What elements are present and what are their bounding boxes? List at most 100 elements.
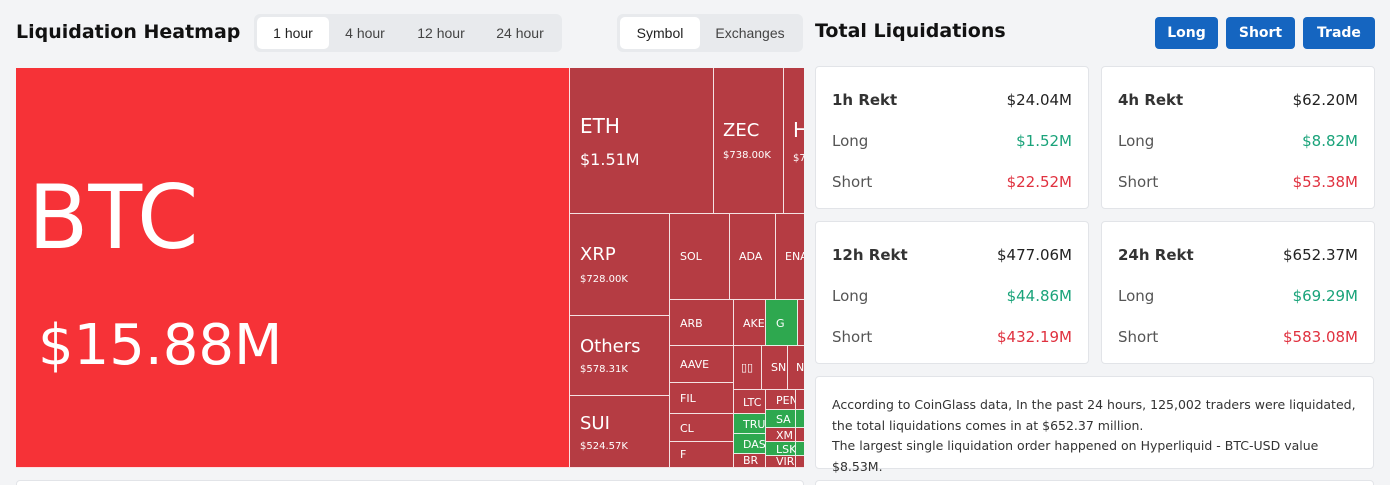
heatmap-cell-tru[interactable]: TRU (734, 414, 766, 434)
long-button[interactable]: Long (1155, 17, 1218, 49)
heatmap-cell-cl[interactable]: CL (670, 414, 734, 442)
timeframe-selector: 1 hour 4 hour 12 hour 24 hour (254, 14, 562, 52)
cell-value: $578.31K (580, 364, 628, 375)
short-value: $53.38M (1292, 173, 1358, 191)
liquidation-heatmap: BTC $15.88M ETH $1.51M ZEC $738.00K H $7… (16, 68, 804, 468)
cell-symbol: TRU (743, 418, 766, 431)
long-label: Long (832, 287, 869, 305)
tab-24-hour[interactable]: 24 hour (496, 25, 544, 41)
heatmap-cell-f[interactable]: F (670, 442, 734, 468)
heatmap-cell-br[interactable]: BR (734, 454, 766, 468)
cell-symbol: H (793, 118, 804, 142)
cell-symbol: LTC (743, 396, 762, 409)
heatmap-cell-xm[interactable]: XM (766, 428, 796, 442)
cell-symbol: AKE (743, 317, 765, 330)
heatmap-cell-misc[interactable] (796, 456, 804, 468)
heatmap-cell-ada[interactable]: ADA (730, 214, 776, 300)
rekt-card-12h: 12h Rekt $477.06M Long $44.86M Short $43… (815, 221, 1089, 364)
heatmap-cell-misc[interactable] (796, 442, 804, 456)
cell-symbol: VIR (776, 456, 795, 468)
card-total: $24.04M (1006, 91, 1072, 109)
heatmap-cell-sol[interactable]: SOL (670, 214, 730, 300)
short-value: $22.52M (1006, 173, 1072, 191)
heatmap-cell-misc[interactable] (796, 410, 804, 428)
heatmap-cell-xrp[interactable]: XRP $728.00K (570, 214, 670, 316)
long-label: Long (832, 132, 869, 150)
heatmap-cell-lsk[interactable]: LSK (766, 442, 796, 456)
heatmap-cell-btc[interactable]: BTC $15.88M (16, 68, 570, 468)
cell-symbol: DAS (743, 438, 766, 451)
heatmap-cell-h[interactable]: H $7 (784, 68, 804, 214)
cell-symbol: ARB (680, 317, 703, 330)
heatmap-cell-g[interactable]: G (766, 300, 798, 346)
tab-12-hour[interactable]: 12 hour (417, 25, 465, 41)
cell-symbol: SUI (580, 413, 610, 434)
cell-value: $7 (793, 153, 804, 164)
cell-value: $524.57K (580, 441, 628, 452)
card-label: 4h Rekt (1118, 91, 1184, 109)
short-value: $432.19M (997, 328, 1072, 346)
heatmap-cell-vir[interactable]: VIR (766, 456, 796, 468)
cell-symbol: ZEC (723, 120, 760, 141)
rekt-card-24h: 24h Rekt $652.37M Long $69.29M Short $58… (1101, 221, 1375, 364)
cell-symbol: ADA (739, 250, 763, 263)
heatmap-cell-sui[interactable]: SUI $524.57K (570, 396, 670, 468)
short-label: Short (832, 328, 873, 346)
heatmap-cell-ena[interactable]: ENA (776, 214, 804, 300)
long-value: $1.52M (1016, 132, 1072, 150)
tab-symbol[interactable]: Symbol (620, 17, 700, 49)
tab-exchanges[interactable]: Exchanges (715, 25, 785, 41)
cell-symbol: Others (580, 336, 641, 357)
cell-symbol: ▯▯ (741, 361, 754, 374)
cell-symbol: SA (776, 413, 791, 426)
cell-symbol: FIL (680, 392, 696, 405)
cell-value: $1.51M (580, 150, 640, 169)
summary-line-2: The largest single liquidation order hap… (832, 438, 1319, 474)
heatmap-cell-misc[interactable] (798, 300, 804, 346)
heatmap-cell-fil[interactable]: FIL (670, 383, 734, 414)
card-label: 12h Rekt (832, 246, 908, 264)
cell-value: $15.88M (38, 313, 283, 378)
cell-value: $728.00K (580, 274, 628, 285)
cell-symbol: CL (680, 422, 694, 435)
heatmap-cell-pen[interactable]: PEN (766, 390, 796, 410)
heatmap-cell-others[interactable]: Others $578.31K (570, 316, 670, 396)
next-panel-left (16, 480, 804, 485)
cell-symbol: SN (771, 361, 787, 374)
card-total: $652.37M (1283, 246, 1358, 264)
short-label: Short (1118, 328, 1159, 346)
short-label: Short (1118, 173, 1159, 191)
heatmap-cell-aave[interactable]: AAVE (670, 346, 734, 383)
total-liquidations-title: Total Liquidations (815, 20, 1006, 42)
heatmap-cell-zec[interactable]: ZEC $738.00K (714, 68, 784, 214)
heatmap-cell-eth[interactable]: ETH $1.51M (570, 68, 714, 214)
grouping-selector: Symbol Exchanges (617, 14, 803, 52)
heatmap-cell-sa[interactable]: SA (766, 410, 796, 428)
trade-button[interactable]: Trade (1303, 17, 1375, 49)
heatmap-cell-sn[interactable]: SN (762, 346, 788, 390)
cell-symbol: ETH (580, 114, 620, 138)
rekt-card-1h: 1h Rekt $24.04M Long $1.52M Short $22.52… (815, 66, 1089, 209)
cell-symbol: XRP (580, 244, 616, 265)
short-button[interactable]: Short (1226, 17, 1295, 49)
tab-1-hour[interactable]: 1 hour (257, 17, 329, 49)
long-label: Long (1118, 132, 1155, 150)
heatmap-cell-arb[interactable]: ARB (670, 300, 734, 346)
card-total: $477.06M (997, 246, 1072, 264)
heatmap-cell-n[interactable]: N (788, 346, 804, 390)
heatmap-cell-misc[interactable] (796, 390, 804, 410)
long-value: $8.82M (1302, 132, 1358, 150)
tab-4-hour[interactable]: 4 hour (345, 25, 385, 41)
cell-symbol: ENA (785, 250, 804, 263)
card-total: $62.20M (1292, 91, 1358, 109)
heatmap-cell-ltc[interactable]: LTC (734, 390, 766, 414)
heatmap-cell-unknown[interactable]: ▯▯ (734, 346, 762, 390)
cell-value: $738.00K (723, 150, 771, 161)
rekt-card-4h: 4h Rekt $62.20M Long $8.82M Short $53.38… (1101, 66, 1375, 209)
heatmap-cell-misc[interactable] (796, 428, 804, 442)
heatmap-cell-das[interactable]: DAS (734, 434, 766, 454)
cell-symbol: F (680, 448, 687, 461)
card-label: 24h Rekt (1118, 246, 1194, 264)
next-panel-right (815, 480, 1374, 485)
heatmap-cell-ake[interactable]: AKE (734, 300, 766, 346)
